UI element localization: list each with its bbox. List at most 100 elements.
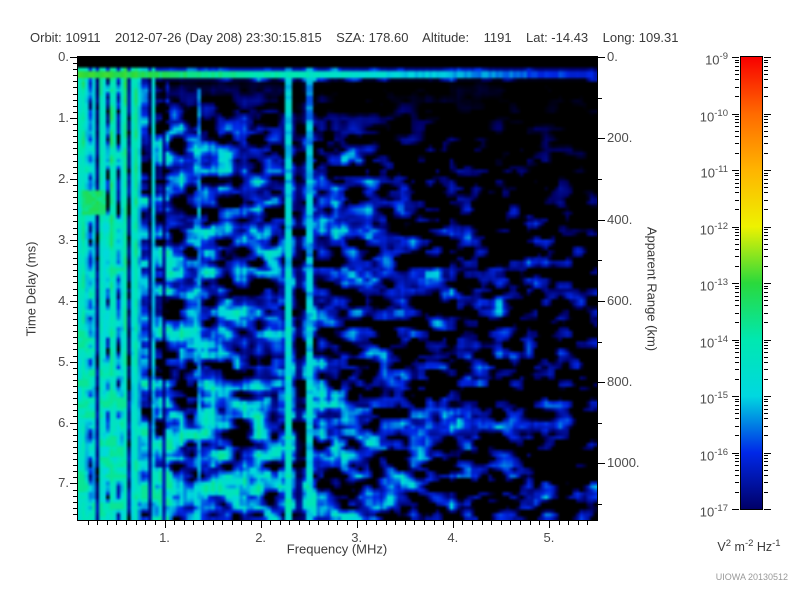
colorbar-minor-tick	[764, 292, 768, 293]
x-axis-tick	[539, 521, 540, 525]
range-axis-tick	[598, 138, 605, 139]
y-axis-tick	[73, 124, 77, 125]
y-axis-tick	[73, 81, 77, 82]
x-axis-tick	[241, 521, 242, 525]
y-axis-tick	[73, 392, 77, 393]
colorbar-minor-tick	[764, 379, 768, 380]
colorbar-minor-tick	[735, 126, 739, 127]
y-axis-tick	[73, 264, 77, 265]
x-axis-tick	[136, 521, 137, 525]
range-axis-title: Apparent Range (km)	[644, 226, 660, 352]
x-axis-tick	[145, 521, 146, 525]
y-axis-tick-label: 0.	[58, 49, 69, 64]
colorbar-minor-tick	[764, 74, 768, 75]
x-axis-tick	[405, 521, 406, 525]
colorbar-tick-label: 10-13	[699, 277, 728, 294]
colorbar-minor-tick	[735, 435, 739, 436]
y-axis-tick	[73, 154, 77, 155]
range-axis-tick-label: 400.	[607, 211, 633, 227]
colorbar-minor-tick	[735, 175, 739, 176]
colorbar-minor-tick	[735, 62, 739, 63]
colorbar-minor-tick	[764, 96, 768, 97]
watermark: UIOWA 20130512	[715, 572, 788, 582]
y-axis-tick	[70, 423, 77, 424]
y-axis-tick	[73, 161, 77, 162]
colorbar-minor-tick	[735, 465, 739, 466]
y-axis-tick	[73, 435, 77, 436]
colorbar-minor-tick	[764, 357, 768, 358]
y-axis-tick	[73, 453, 77, 454]
colorbar-minor-tick	[735, 131, 739, 132]
x-axis-tick	[251, 521, 252, 525]
colorbar-minor-tick	[735, 401, 739, 402]
x-axis-title: Frequency (MHz)	[286, 541, 388, 557]
y-axis-tick	[73, 465, 77, 466]
colorbar-minor-tick	[735, 70, 739, 71]
y-axis-tick-label: 4.	[58, 292, 69, 308]
y-axis-tick	[73, 130, 77, 131]
colorbar-minor-tick	[764, 87, 768, 88]
y-axis-tick	[73, 289, 77, 290]
colorbar-minor-tick	[735, 455, 739, 456]
y-axis-tick	[73, 447, 77, 448]
y-axis-tick	[73, 416, 77, 417]
y-axis-tick	[73, 136, 77, 137]
colorbar-minor-tick	[764, 192, 768, 193]
colorbar-minor-tick	[764, 348, 768, 349]
y-axis-tick	[73, 374, 77, 375]
colorbar-tick	[764, 340, 771, 341]
x-axis-tick-label: 1.	[159, 530, 170, 545]
colorbar-minor-tick	[735, 266, 739, 267]
colorbar-minor-tick	[764, 342, 768, 343]
y-axis-tick-label: 7.	[58, 475, 69, 491]
colorbar-minor-tick	[735, 79, 739, 80]
y-axis-tick	[73, 307, 77, 308]
x-axis-tick	[520, 521, 521, 525]
y-axis-tick	[73, 313, 77, 314]
y-axis-tick	[73, 173, 77, 174]
x-axis-tick	[116, 521, 117, 525]
colorbar-minor-tick	[764, 79, 768, 80]
y-axis-tick	[70, 301, 77, 302]
y-axis-tick	[73, 349, 77, 350]
y-axis-tick	[73, 191, 77, 192]
y-axis-tick	[73, 234, 77, 235]
colorbar-tick	[732, 170, 739, 171]
colorbar-minor-tick	[735, 66, 739, 67]
colorbar-minor-tick	[764, 229, 768, 230]
colorbar-tick	[732, 509, 739, 510]
colorbar-minor-tick	[764, 62, 768, 63]
colorbar-tick	[732, 114, 739, 115]
colorbar-tick	[732, 283, 739, 284]
colorbar-tick	[764, 170, 771, 171]
colorbar-minor-tick	[764, 409, 768, 410]
colorbar-minor-tick	[735, 418, 739, 419]
colorbar-minor-tick	[764, 322, 768, 323]
colorbar-minor-tick	[735, 119, 739, 120]
colorbar-minor-tick	[764, 461, 768, 462]
y-axis-tick	[73, 215, 77, 216]
colorbar-minor-tick	[764, 183, 768, 184]
colorbar-gradient	[740, 56, 763, 510]
colorbar-minor-tick	[764, 187, 768, 188]
x-axis-tick	[578, 521, 579, 525]
y-axis-tick	[73, 410, 77, 411]
colorbar-minor-tick	[764, 70, 768, 71]
colorbar-minor-tick	[764, 492, 768, 493]
x-axis-tick	[299, 521, 300, 525]
y-axis-tick	[73, 252, 77, 253]
x-axis-tick	[203, 521, 204, 525]
x-axis-tick	[453, 521, 454, 528]
x-axis-tick-label: 2.	[255, 530, 267, 545]
colorbar-minor-tick	[764, 173, 768, 174]
y-axis-tick	[73, 514, 77, 515]
colorbar-minor-tick	[764, 153, 768, 154]
colorbar-minor-tick	[764, 482, 768, 483]
x-axis-tick	[126, 521, 127, 525]
range-axis-tick	[598, 382, 605, 383]
y-axis-tick	[73, 69, 77, 70]
x-axis-tick	[184, 521, 185, 525]
y-axis-tick	[73, 386, 77, 387]
colorbar-unit-label: V2 m-2 Hz-1	[717, 537, 781, 555]
